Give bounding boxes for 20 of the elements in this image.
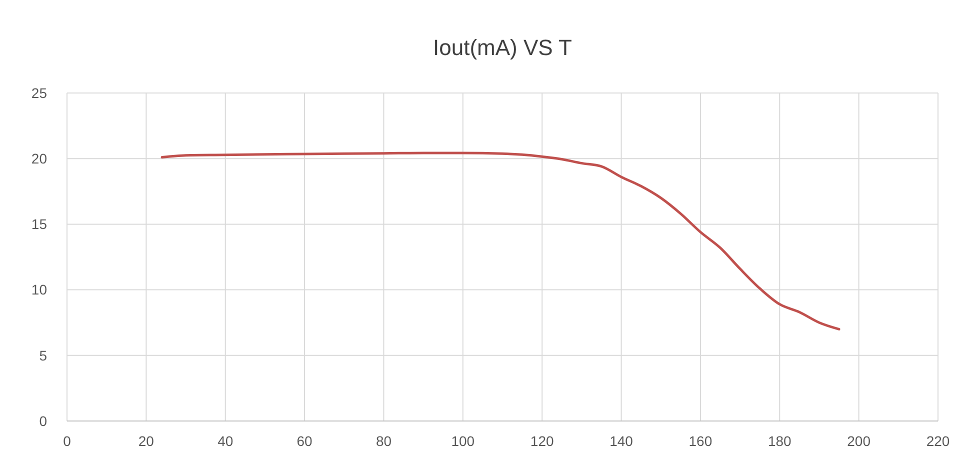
y-tick-label: 5 bbox=[39, 347, 48, 364]
x-tick-label: 100 bbox=[451, 432, 475, 449]
x-tick-label: 80 bbox=[376, 432, 392, 449]
x-tick-label: 160 bbox=[688, 432, 712, 449]
x-tick-label: 60 bbox=[296, 432, 313, 449]
y-tick-label: 10 bbox=[31, 282, 48, 298]
y-tick-label: 25 bbox=[31, 84, 48, 101]
x-tick-label: 220 bbox=[926, 432, 950, 449]
y-tick-label: 15 bbox=[31, 216, 48, 232]
y-tick-label: 20 bbox=[31, 150, 48, 166]
x-tick-label: 120 bbox=[530, 432, 554, 449]
chart-title: Iout(mA) VS T bbox=[433, 35, 572, 60]
x-tick-label: 20 bbox=[138, 432, 154, 449]
x-tick-label: 0 bbox=[63, 432, 72, 449]
y-tick-label: 0 bbox=[39, 412, 48, 429]
x-tick-label: 140 bbox=[610, 432, 634, 449]
x-tick-label: 200 bbox=[847, 432, 871, 449]
x-tick-label: 40 bbox=[218, 432, 234, 449]
x-tick-label: 180 bbox=[768, 432, 792, 449]
line-series bbox=[160, 152, 840, 330]
